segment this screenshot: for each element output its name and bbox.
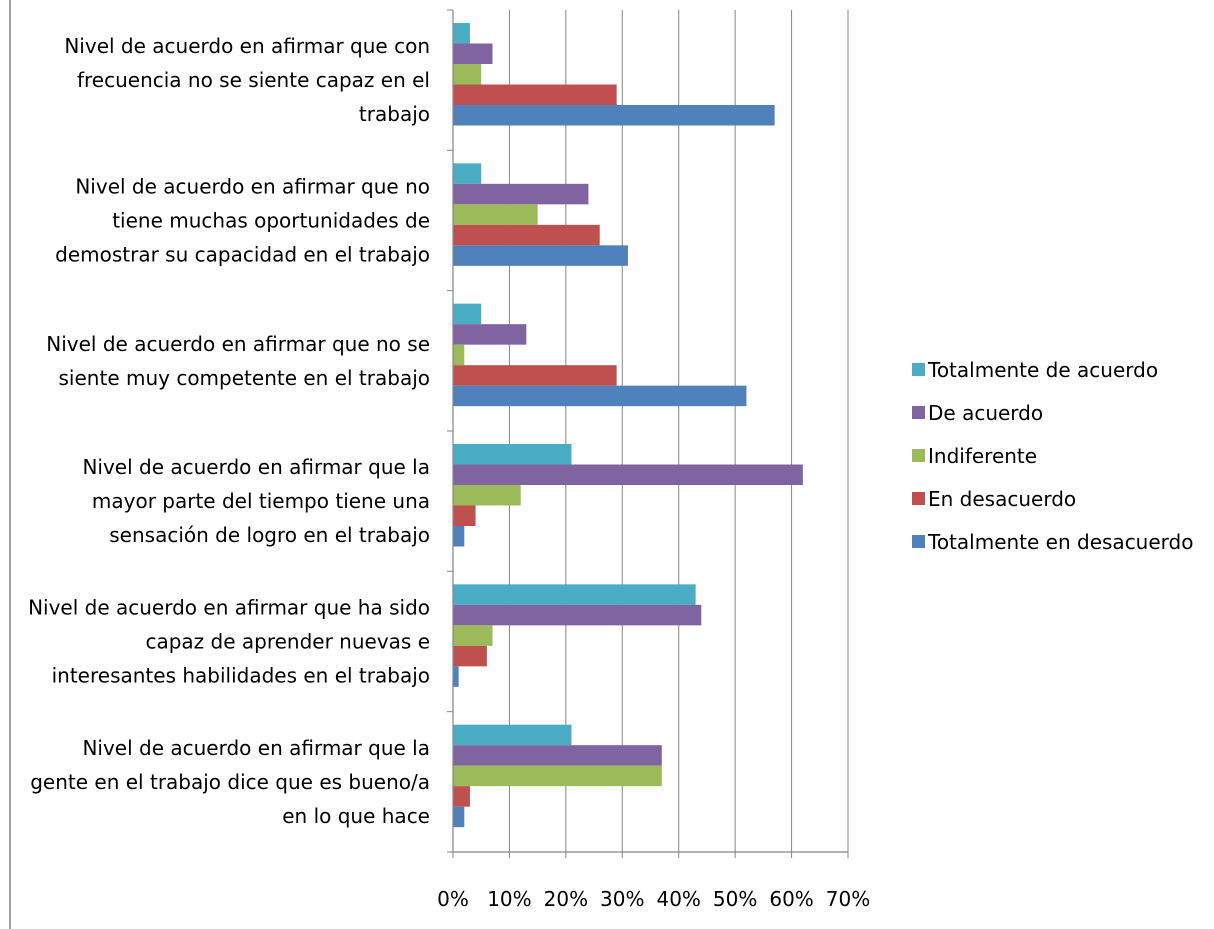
axes (447, 9, 849, 858)
legend-swatch (912, 406, 925, 419)
bar (453, 204, 538, 225)
bar (453, 584, 696, 605)
bar (453, 84, 617, 105)
bar (453, 183, 589, 205)
bar (453, 43, 493, 64)
legend-label: Indiferente (928, 444, 1037, 468)
x-tick-label: 70% (826, 887, 870, 911)
legend-label: Totalmente en desacuerdo (927, 530, 1193, 554)
category-label: Nivel de acuerdo en afirmar que ha sido c… (28, 596, 430, 688)
x-tick-label: 10% (487, 887, 531, 911)
category-label: Nivel de acuerdo en afirmar que no tiene … (55, 175, 430, 267)
category-label: Nivel de acuerdo en afirmar que con frecu… (64, 34, 430, 126)
legend-swatch (912, 449, 925, 462)
x-tick-labels: 0% 10% 20% 30% 40% 50% 60% 70% (437, 887, 870, 911)
bar (453, 505, 476, 526)
legend-label: De acuerdo (928, 401, 1043, 425)
category-label: Nivel de acuerdo en afirmar que la gente … (30, 736, 430, 828)
bar (453, 464, 803, 485)
bar (453, 526, 465, 547)
bar (453, 666, 459, 687)
bar (453, 645, 487, 667)
bar (453, 806, 465, 828)
bar (453, 444, 572, 465)
bar (453, 765, 662, 787)
category-label: Nivel de acuerdo en afirmar que la mayor … (82, 455, 430, 547)
category-label: Nivel de acuerdo en afirmar que no se sie… (46, 332, 430, 390)
bar (453, 245, 628, 266)
bar (453, 64, 482, 85)
bar (453, 745, 662, 766)
bar (453, 724, 572, 746)
bar (453, 105, 775, 126)
x-tick-label: 40% (656, 887, 700, 911)
legend-swatch (912, 492, 925, 505)
bar-series (453, 23, 803, 828)
bar (453, 324, 527, 345)
x-tick-label: 20% (544, 887, 588, 911)
legend: Totalmente de acuerdo De acuerdo Indiferen… (912, 358, 1193, 554)
x-tick-label: 50% (713, 887, 757, 911)
bar (453, 385, 747, 407)
x-tick-label: 60% (769, 887, 813, 911)
bar (453, 224, 600, 246)
bar (453, 786, 470, 807)
bar (453, 604, 702, 626)
legend-label: Totalmente de acuerdo (927, 358, 1158, 382)
bar (453, 365, 617, 386)
bar (453, 303, 482, 325)
bar (453, 625, 493, 646)
category-labels: Nivel de acuerdo en afirmar que con frecu… (28, 34, 430, 828)
legend-label: En desacuerdo (928, 487, 1076, 511)
legend-swatch (912, 363, 925, 376)
legend-swatch (912, 535, 925, 548)
bar (453, 485, 521, 506)
bar (453, 163, 482, 184)
x-tick-label: 30% (600, 887, 644, 911)
bar (453, 23, 470, 44)
bar (453, 344, 465, 366)
x-tick-label: 0% (437, 887, 469, 911)
